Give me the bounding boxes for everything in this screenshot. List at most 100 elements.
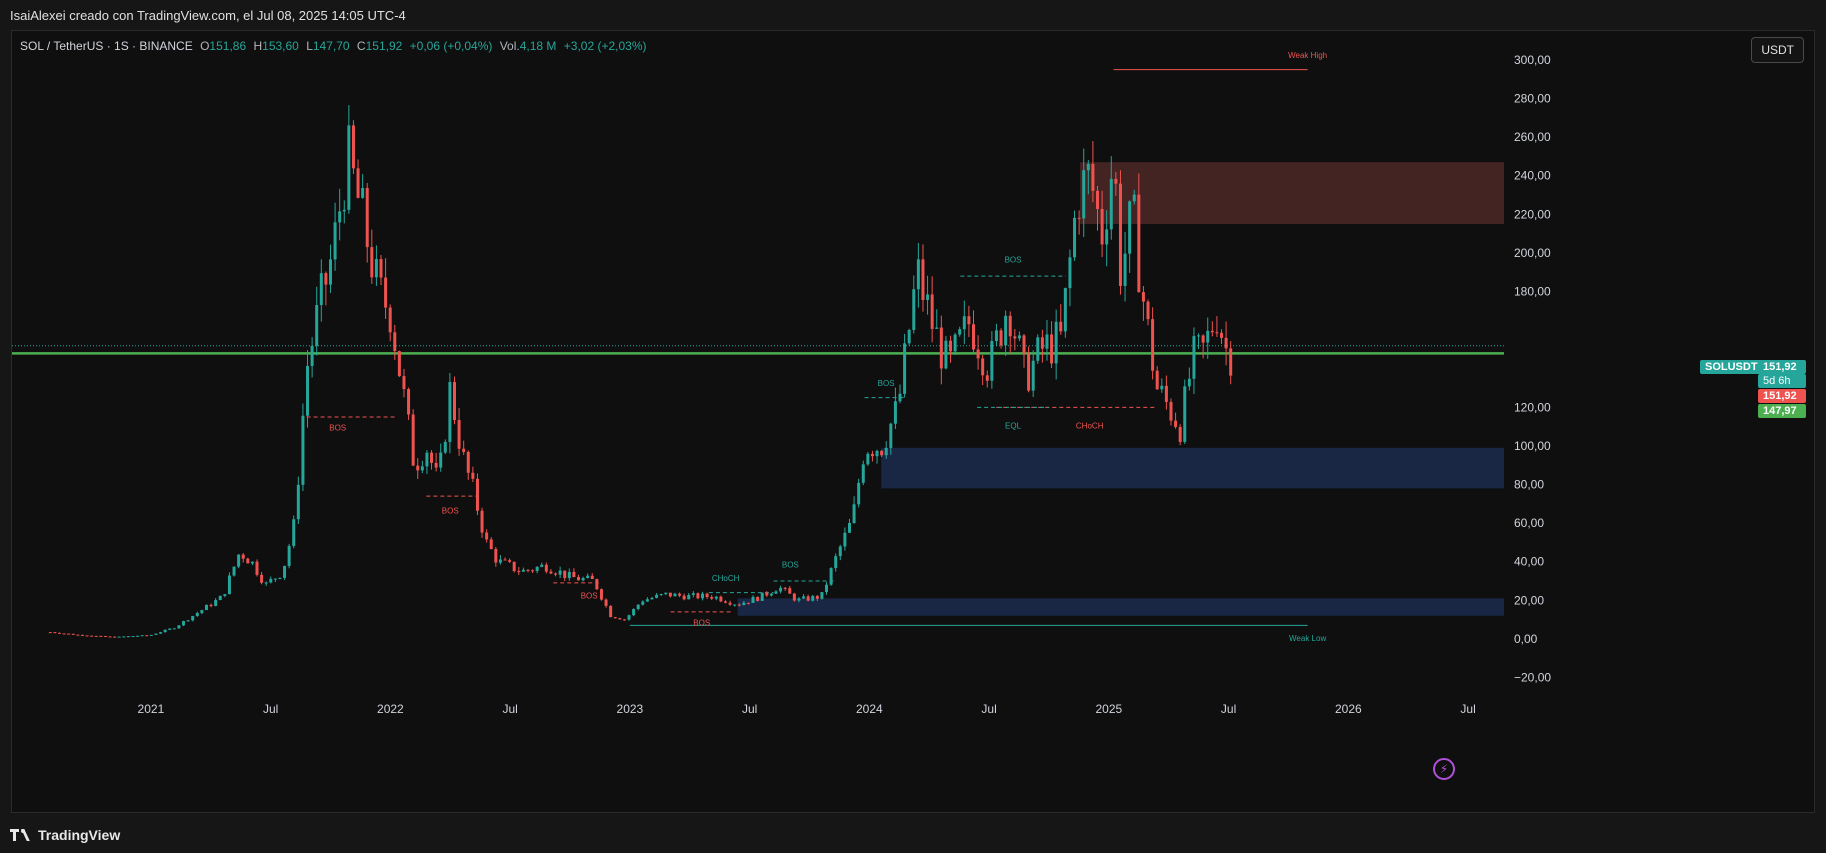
y-tick-label: 280,00	[1514, 92, 1551, 106]
footer-brand[interactable]: TradingView	[10, 825, 120, 845]
candle-body	[58, 632, 62, 634]
candle-body	[622, 619, 626, 621]
candle-body	[420, 466, 424, 471]
y-tick-label: 220,00	[1514, 207, 1551, 221]
candle-body	[365, 187, 369, 248]
candle-body	[1183, 386, 1187, 442]
candle-body	[113, 636, 117, 638]
x-tick-label: 2022	[377, 702, 404, 716]
candle-body	[540, 564, 544, 567]
candle-body	[347, 125, 351, 210]
candle-body	[191, 616, 195, 621]
candle-body	[1063, 288, 1067, 332]
volume-label: Vol.	[499, 39, 520, 53]
candle-body	[733, 604, 737, 606]
x-tick-label: Jul	[1460, 702, 1475, 716]
candle-body	[273, 578, 277, 580]
candle-body	[746, 602, 750, 604]
candle-body	[756, 596, 760, 601]
candle-body	[384, 277, 388, 308]
x-tick-label: 2025	[1095, 702, 1122, 716]
annotation-label: CHoCH	[1076, 422, 1104, 431]
y-tick-label: 0,00	[1514, 632, 1538, 646]
candle-body	[723, 601, 727, 603]
price-chart[interactable]: Weak High Weak Low BOS BOS BOS BOS CHoCH BOS BOS…	[12, 31, 1815, 813]
candle-body	[374, 259, 378, 278]
candle-body	[439, 452, 443, 468]
candle-body	[393, 332, 397, 352]
candle-body	[655, 594, 659, 598]
candle-body	[200, 610, 204, 614]
candle-body	[797, 598, 801, 601]
candle-body	[613, 617, 617, 619]
candle-body	[126, 636, 130, 638]
candle-body	[1118, 183, 1122, 286]
candle-body	[480, 510, 484, 533]
candle-body	[976, 349, 980, 359]
candle-body	[719, 596, 723, 602]
candle-body	[62, 633, 66, 635]
candle-body	[466, 451, 470, 473]
candle-body	[122, 636, 126, 638]
candle-body	[779, 587, 783, 592]
candle-body	[935, 327, 939, 329]
candle-body	[1141, 292, 1145, 302]
high-label: H	[253, 39, 263, 53]
annotation-label: BOS	[329, 423, 346, 432]
candle-body	[843, 532, 847, 547]
chart-panel[interactable]: Weak High Weak Low BOS BOS BOS BOS CHoCH BOS BOS…	[11, 30, 1815, 813]
candle-body	[599, 589, 603, 600]
candle-body	[884, 447, 888, 456]
candle-body	[163, 629, 167, 633]
alert-icon[interactable]: ⚡	[1433, 758, 1455, 780]
candle-body	[342, 209, 346, 212]
candle-body	[1132, 194, 1136, 202]
candle-body	[287, 545, 291, 566]
candle-body	[319, 273, 323, 306]
candle-body	[292, 519, 296, 546]
candle-body	[577, 577, 581, 581]
annotation-label: EQL	[1005, 422, 1022, 431]
supply-zone-0	[1080, 162, 1504, 224]
candle-body	[944, 340, 948, 369]
candle-body	[645, 599, 649, 602]
symbol-label[interactable]: SOL / TetherUS · 1S · BINANCE	[20, 39, 193, 53]
close-value: 151,92	[365, 39, 403, 53]
price-tag: 151,92	[1758, 360, 1806, 374]
candle-body	[1128, 201, 1132, 254]
candle-body	[949, 340, 953, 352]
candle-body	[264, 582, 268, 584]
y-tick-label: 260,00	[1514, 130, 1551, 144]
candle-body	[1031, 360, 1035, 391]
candle-body	[328, 259, 332, 285]
candle-body	[85, 635, 89, 637]
candle-body	[825, 584, 829, 593]
countdown-tag: 5d 6h	[1758, 374, 1806, 388]
candle-body	[301, 415, 305, 485]
candle-body	[802, 596, 806, 599]
volume-value: 4,18 M	[519, 39, 557, 53]
candle-body	[870, 453, 874, 457]
candle-body	[443, 441, 447, 453]
candle-body	[852, 504, 856, 524]
candle-body	[1210, 330, 1214, 333]
candle-body	[806, 596, 810, 601]
candle-body	[452, 382, 456, 421]
candle-body	[1187, 378, 1191, 387]
candle-body	[94, 635, 98, 637]
candle-body	[788, 588, 792, 594]
candle-body	[1137, 194, 1141, 293]
candle-body	[296, 484, 300, 520]
candle-body	[117, 636, 121, 638]
candle-body	[554, 573, 558, 575]
currency-button[interactable]: USDT	[1751, 37, 1804, 63]
annotation-label: BOS	[581, 591, 598, 600]
candle-body	[838, 546, 842, 557]
candle-body	[682, 595, 686, 600]
candle-body	[1045, 334, 1049, 349]
candle-body	[1040, 337, 1044, 349]
ohlc-legend: SOL / TetherUS · 1S · BINANCE O151,86 H1…	[20, 39, 651, 53]
candle-body	[664, 592, 668, 595]
candle-body	[209, 604, 213, 606]
candle-body	[994, 330, 998, 342]
